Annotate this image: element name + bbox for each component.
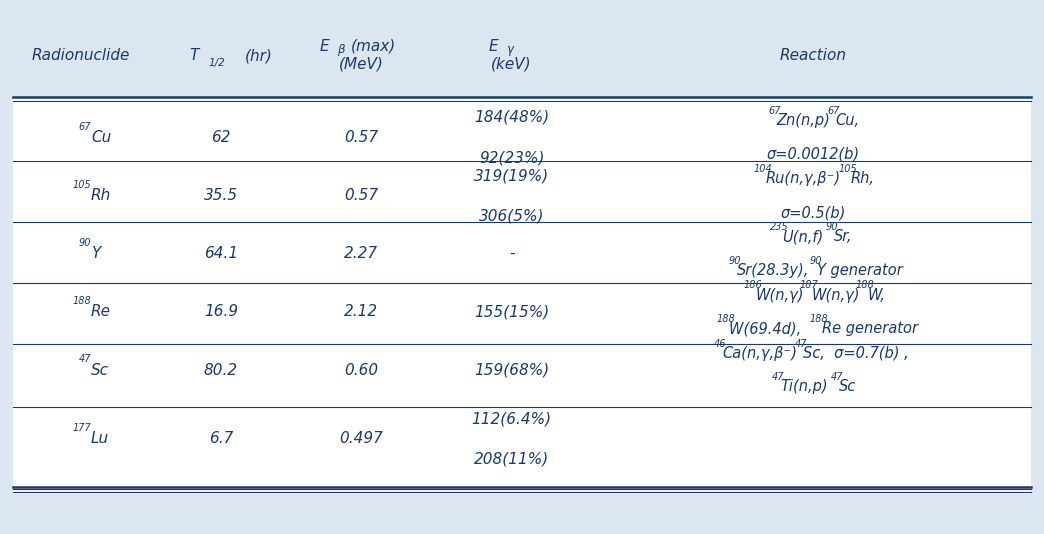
Text: 306(5%): 306(5%) xyxy=(479,208,544,223)
Text: Ru(n,γ,β⁻): Ru(n,γ,β⁻) xyxy=(765,171,840,186)
Text: 2.12: 2.12 xyxy=(343,304,378,319)
Text: Ca(n,γ,β⁻): Ca(n,γ,β⁻) xyxy=(721,345,797,360)
Text: U(n,f): U(n,f) xyxy=(782,230,824,245)
Text: 47: 47 xyxy=(772,372,784,382)
Text: 319(19%): 319(19%) xyxy=(474,168,549,183)
Text: 47: 47 xyxy=(794,339,807,349)
Text: 184(48%): 184(48%) xyxy=(474,110,549,125)
Text: W(69.4d),: W(69.4d), xyxy=(729,321,811,336)
Text: γ: γ xyxy=(506,43,514,56)
Bar xyxy=(14,40,1030,98)
Text: Zn(n,p): Zn(n,p) xyxy=(777,113,830,128)
Text: 155(15%): 155(15%) xyxy=(474,304,549,319)
Text: Y: Y xyxy=(91,246,100,261)
Text: Sc: Sc xyxy=(91,363,109,378)
Text: 47: 47 xyxy=(831,372,844,382)
Text: 67: 67 xyxy=(78,122,91,132)
Text: Radionuclide: Radionuclide xyxy=(31,48,129,63)
Text: Lu: Lu xyxy=(91,431,110,446)
Text: 1/2: 1/2 xyxy=(209,58,226,68)
Text: 80.2: 80.2 xyxy=(204,363,238,378)
Text: 92(23%): 92(23%) xyxy=(479,150,544,165)
Text: (keV): (keV) xyxy=(492,57,532,72)
Text: Reaction: Reaction xyxy=(779,48,847,63)
Text: W(n,γ): W(n,γ) xyxy=(812,287,860,302)
Text: σ=0.0012(b): σ=0.0012(b) xyxy=(766,147,859,162)
Text: 90: 90 xyxy=(78,238,91,248)
Text: 35.5: 35.5 xyxy=(204,188,238,203)
Text: Sc: Sc xyxy=(839,380,856,395)
Text: 90: 90 xyxy=(728,256,740,266)
Text: (hr): (hr) xyxy=(244,48,272,63)
Text: Sr,: Sr, xyxy=(834,230,853,245)
Text: 0.57: 0.57 xyxy=(343,130,378,145)
Text: σ=0.5(b): σ=0.5(b) xyxy=(780,205,846,220)
Text: 187: 187 xyxy=(800,280,818,290)
Text: 16.9: 16.9 xyxy=(204,304,238,319)
Text: Rh,: Rh, xyxy=(851,171,875,186)
Text: 90: 90 xyxy=(809,256,822,266)
Text: 0.57: 0.57 xyxy=(343,188,378,203)
Text: 159(68%): 159(68%) xyxy=(474,363,549,378)
Text: 0.60: 0.60 xyxy=(343,363,378,378)
Text: (max): (max) xyxy=(351,38,396,53)
Text: -: - xyxy=(508,246,515,261)
Text: 104: 104 xyxy=(753,164,772,174)
Text: 188: 188 xyxy=(855,280,874,290)
Text: 62: 62 xyxy=(211,130,231,145)
Text: E: E xyxy=(489,38,498,53)
Text: β: β xyxy=(337,43,345,56)
Text: 47: 47 xyxy=(78,355,91,365)
Text: 67: 67 xyxy=(827,106,839,116)
Text: 235: 235 xyxy=(769,222,788,232)
Text: Cu: Cu xyxy=(91,130,112,145)
Text: 208(11%): 208(11%) xyxy=(474,451,549,466)
Text: 67: 67 xyxy=(768,106,781,116)
Text: Y generator: Y generator xyxy=(817,263,903,278)
Text: (MeV): (MeV) xyxy=(338,57,383,72)
Text: 64.1: 64.1 xyxy=(204,246,238,261)
Text: Sc,  σ=0.7(b) ,: Sc, σ=0.7(b) , xyxy=(803,345,908,360)
Text: Sr(28.3y),: Sr(28.3y), xyxy=(736,263,809,278)
Text: E: E xyxy=(319,38,329,53)
Text: 177: 177 xyxy=(72,423,91,433)
Text: 186: 186 xyxy=(743,280,762,290)
Text: 105: 105 xyxy=(838,164,857,174)
Text: Rh: Rh xyxy=(91,188,112,203)
Text: 6.7: 6.7 xyxy=(209,431,233,446)
Text: 0.497: 0.497 xyxy=(339,431,383,446)
Text: Re generator: Re generator xyxy=(822,321,918,336)
Bar xyxy=(14,40,1030,494)
Text: Cu,: Cu, xyxy=(835,113,860,128)
Text: T: T xyxy=(190,48,199,63)
Text: 90: 90 xyxy=(826,222,838,232)
Text: 188: 188 xyxy=(72,296,91,307)
Text: 112(6.4%): 112(6.4%) xyxy=(472,411,551,426)
Text: Re: Re xyxy=(91,304,111,319)
Text: W(n,γ): W(n,γ) xyxy=(756,287,804,302)
Text: 105: 105 xyxy=(72,180,91,190)
Text: 2.27: 2.27 xyxy=(343,246,378,261)
Text: 188: 188 xyxy=(717,315,735,324)
Text: Ti(n,p): Ti(n,p) xyxy=(780,380,828,395)
Text: W,: W, xyxy=(868,287,885,302)
Text: 188: 188 xyxy=(809,315,828,324)
Text: 46: 46 xyxy=(714,339,726,349)
